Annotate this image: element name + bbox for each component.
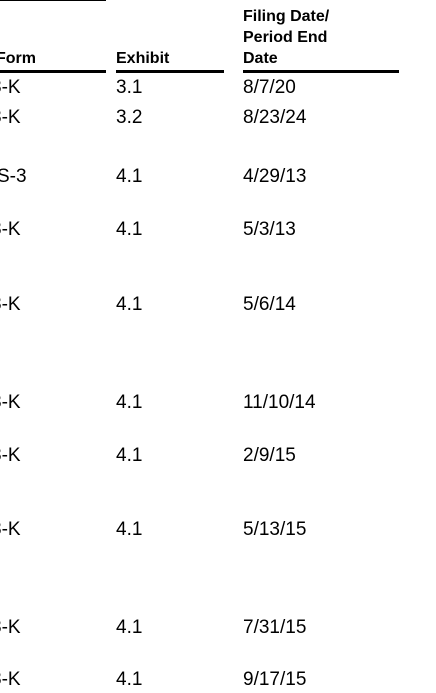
form-cell: 8-K xyxy=(0,519,21,540)
header-date-line2: Period End xyxy=(243,29,328,46)
date-cell: 7/31/15 xyxy=(243,617,307,638)
form-cell: 8-K xyxy=(0,107,21,128)
exhibit-cell: 3.1 xyxy=(116,77,143,98)
date-cell: 11/10/14 xyxy=(243,392,316,413)
exhibit-cell: 4.1 xyxy=(116,445,143,466)
header-rule-form xyxy=(0,70,106,73)
header-rule-exhibit xyxy=(116,70,224,73)
header-date-line1: Filing Date/ xyxy=(243,8,330,25)
top-rule-form xyxy=(0,0,106,1)
exhibit-cell: 4.1 xyxy=(116,519,143,540)
form-cell: 8-K xyxy=(0,392,21,413)
form-cell: 8-K xyxy=(0,219,21,240)
date-cell: 5/13/15 xyxy=(243,519,307,540)
form-cell: 8-K xyxy=(0,77,21,98)
date-cell: 9/17/15 xyxy=(243,669,307,690)
header-exhibit: Exhibit xyxy=(116,50,170,67)
header-form: Form xyxy=(0,50,36,67)
date-cell: 8/23/24 xyxy=(243,107,307,128)
date-cell: 5/3/13 xyxy=(243,219,296,240)
date-cell: 2/9/15 xyxy=(243,445,296,466)
exhibit-cell: 4.1 xyxy=(116,219,143,240)
header-date-line3: Date xyxy=(243,50,278,67)
exhibit-cell: 3.2 xyxy=(116,107,143,128)
exhibit-cell: 4.1 xyxy=(116,392,143,413)
date-cell: 4/29/13 xyxy=(243,166,307,187)
exhibit-cell: 4.1 xyxy=(116,617,143,638)
exhibit-cell: 4.1 xyxy=(116,669,143,690)
exhibit-cell: 4.1 xyxy=(116,294,143,315)
form-cell: S-3 xyxy=(0,166,27,187)
date-cell: 8/7/20 xyxy=(243,77,296,98)
date-cell: 5/6/14 xyxy=(243,294,296,315)
header-rule-date xyxy=(243,70,399,73)
exhibit-cell: 4.1 xyxy=(116,166,143,187)
form-cell: 8-K xyxy=(0,294,21,315)
form-cell: 8-K xyxy=(0,617,21,638)
form-cell: 8-K xyxy=(0,669,21,690)
form-cell: 8-K xyxy=(0,445,21,466)
